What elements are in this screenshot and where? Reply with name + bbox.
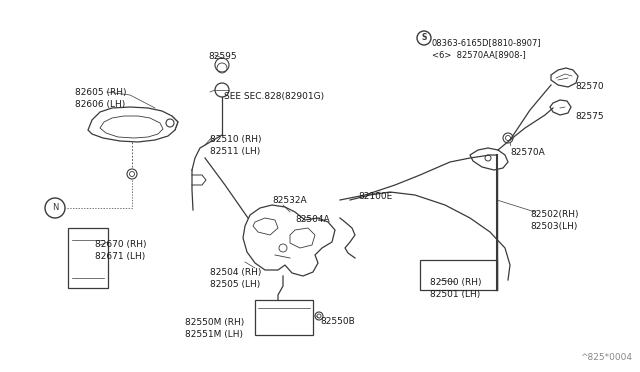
Text: 82570: 82570 xyxy=(575,82,604,91)
Text: 82511 (LH): 82511 (LH) xyxy=(210,147,260,156)
Text: SEE SEC.828(82901G): SEE SEC.828(82901G) xyxy=(224,92,324,101)
Text: 82575: 82575 xyxy=(575,112,604,121)
Text: 82510 (RH): 82510 (RH) xyxy=(210,135,262,144)
Text: 82504 (RH): 82504 (RH) xyxy=(210,268,261,277)
Text: 82606 (LH): 82606 (LH) xyxy=(75,100,125,109)
Text: S: S xyxy=(421,33,427,42)
Text: N: N xyxy=(52,203,58,212)
Text: ^825*0004: ^825*0004 xyxy=(580,353,632,362)
Text: 82532A: 82532A xyxy=(272,196,307,205)
Bar xyxy=(68,228,108,288)
Bar xyxy=(255,300,313,335)
Text: 82505 (LH): 82505 (LH) xyxy=(210,280,260,289)
Text: 82551M (LH): 82551M (LH) xyxy=(185,330,243,339)
Text: 82605 (RH): 82605 (RH) xyxy=(75,88,127,97)
Text: 82550B: 82550B xyxy=(320,317,355,326)
Text: 82504A: 82504A xyxy=(295,215,330,224)
Text: 82500 (RH): 82500 (RH) xyxy=(430,278,481,287)
Text: 82595: 82595 xyxy=(208,52,237,61)
Text: 82503(LH): 82503(LH) xyxy=(530,222,577,231)
Text: 82671 (LH): 82671 (LH) xyxy=(95,252,145,261)
Text: 82670 (RH): 82670 (RH) xyxy=(95,240,147,249)
Text: 82100E: 82100E xyxy=(358,192,392,201)
Text: 82570A: 82570A xyxy=(510,148,545,157)
Text: 82501 (LH): 82501 (LH) xyxy=(430,290,480,299)
Text: 82550M (RH): 82550M (RH) xyxy=(185,318,244,327)
Text: 08363-6165D[8810-8907]: 08363-6165D[8810-8907] xyxy=(432,38,541,47)
Text: <6>  82570AA[8908-]: <6> 82570AA[8908-] xyxy=(432,50,525,59)
Text: 82502(RH): 82502(RH) xyxy=(530,210,579,219)
